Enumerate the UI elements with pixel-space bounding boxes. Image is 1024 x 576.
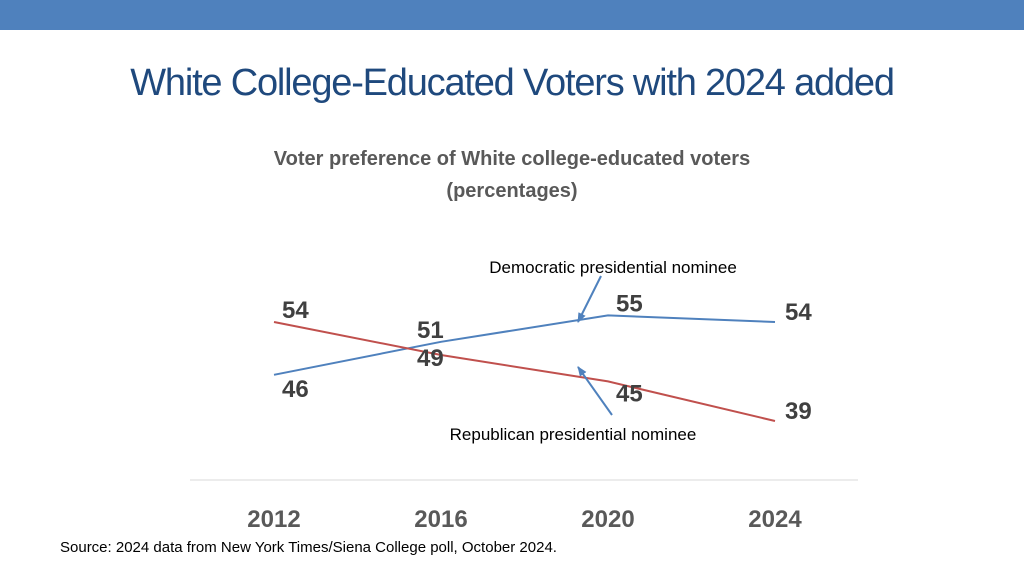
- democratic-annotation-arrow: [577, 275, 602, 323]
- democratic-annotation-label: Democratic presidential nominee: [489, 258, 737, 277]
- democratic-data-label-2024: 54: [785, 299, 812, 326]
- republican-data-label-2020: 45: [616, 380, 643, 407]
- republican-series-line: [273, 321, 776, 422]
- chart-title-line1: Voter preference of White college-educat…: [273, 148, 751, 170]
- democratic-data-label-2016: 51: [417, 317, 444, 344]
- republican-annotation-label: Republican presidential nominee: [450, 425, 697, 444]
- democratic-series-line: [273, 314, 776, 376]
- top-accent-bar: [0, 0, 1024, 30]
- chart-title-line2: (percentages): [446, 180, 578, 202]
- democratic-data-label-2012: 46: [282, 376, 309, 403]
- chart-title: Voter preference of White college-educat…: [212, 143, 812, 207]
- democratic-data-label-2020: 55: [616, 290, 643, 317]
- republican-data-label-2012: 54: [282, 297, 309, 324]
- slide-title: White College-Educated Voters with 2024 …: [130, 62, 895, 104]
- republican-annotation-arrow: [577, 366, 613, 416]
- x-tick-label-2020: 2020: [581, 506, 634, 533]
- source-note: Source: 2024 data from New York Times/Si…: [60, 539, 557, 556]
- republican-data-label-2016: 49: [417, 345, 444, 372]
- x-tick-label-2016: 2016: [414, 506, 467, 533]
- republican-data-label-2024: 39: [785, 398, 812, 425]
- x-tick-label-2012: 2012: [247, 506, 300, 533]
- x-tick-label-2024: 2024: [748, 506, 802, 533]
